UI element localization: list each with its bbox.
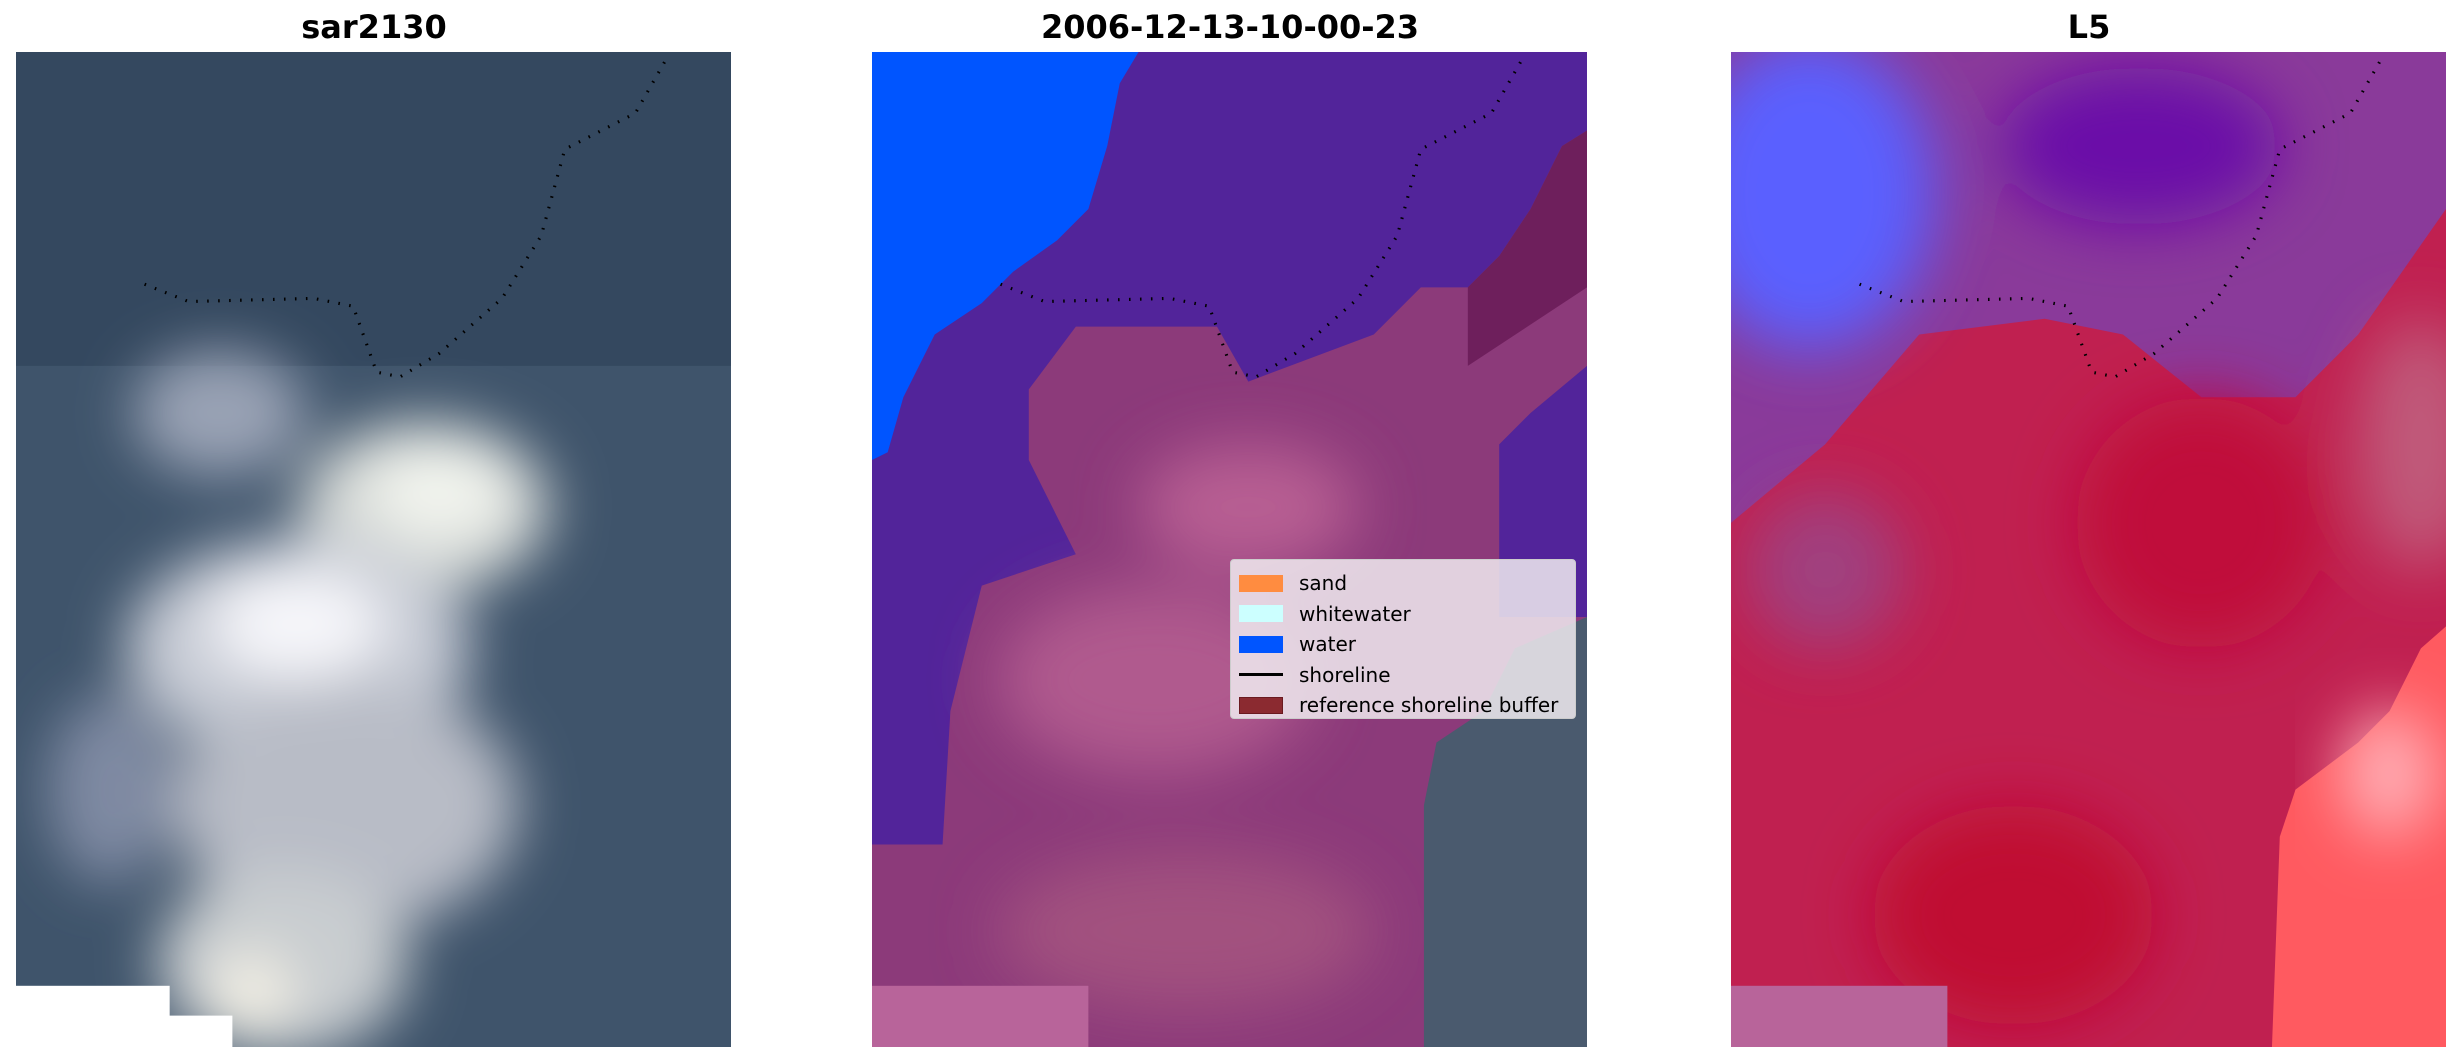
index-panel [1731, 52, 2446, 1047]
legend-label: whitewater [1299, 601, 1411, 626]
legend-label: reference shoreline buffer [1299, 693, 1559, 718]
legend: sand whitewater water shoreline referenc… [1230, 559, 1576, 719]
legend-item-reference-buffer: reference shoreline buffer [1239, 690, 1575, 721]
panel-title-rgb: sar2130 [301, 8, 447, 46]
legend-label: sand [1299, 571, 1348, 596]
legend-item-whitewater: whitewater [1239, 599, 1575, 630]
rgb-image-panel [16, 52, 731, 1047]
legend-label: water [1299, 632, 1356, 657]
legend-item-shoreline: shoreline [1239, 660, 1575, 691]
shoreline-line-swatch [1239, 673, 1283, 677]
panel-title-classification: 2006-12-13-10-00-23 [1040, 8, 1420, 46]
sand-swatch [1239, 574, 1283, 592]
whitewater-swatch [1239, 605, 1283, 623]
water-swatch [1239, 635, 1283, 653]
legend-item-sand: sand [1239, 568, 1575, 599]
shoreline-line [144, 57, 669, 379]
panel-title-index: L5 [2067, 8, 2111, 46]
buffer-swatch [1239, 696, 1283, 714]
classification-panel [872, 52, 1587, 1047]
legend-item-water: water [1239, 629, 1575, 660]
legend-label: shoreline [1299, 662, 1391, 687]
